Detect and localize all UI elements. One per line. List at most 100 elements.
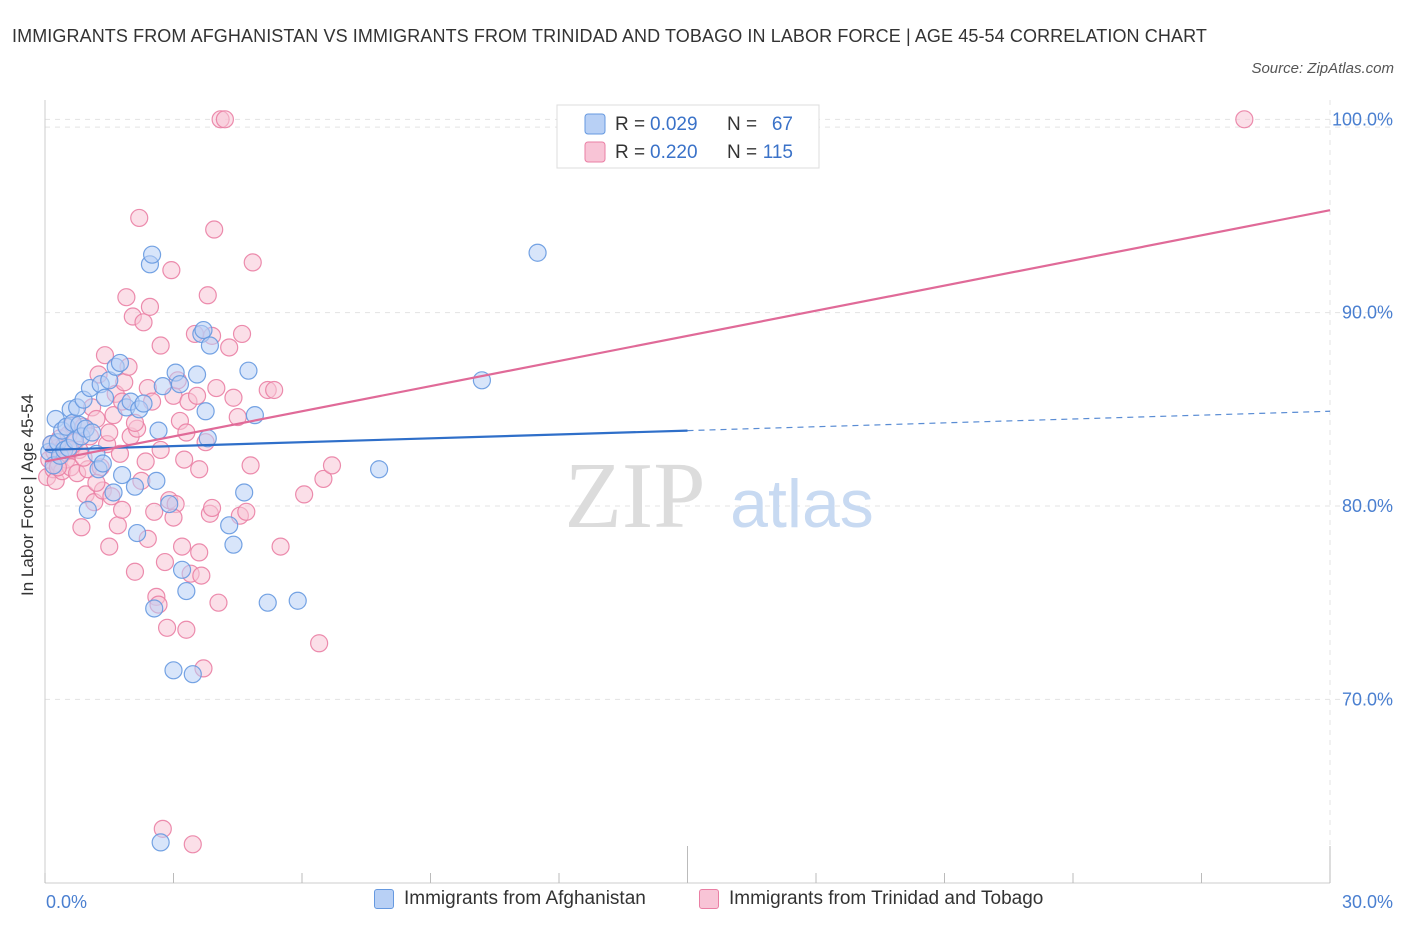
legend-n-value-1: 115 xyxy=(763,142,793,163)
legend-swatch-trinidad-bottom xyxy=(699,889,719,909)
y-tick-label: 70.0% xyxy=(1342,689,1393,709)
trinidad-point xyxy=(198,286,217,305)
afghanistan-point xyxy=(160,494,179,514)
trinidad-point xyxy=(1235,110,1254,129)
afghanistan-point xyxy=(110,353,130,373)
y-tick-label: 90.0% xyxy=(1342,303,1393,323)
trinidad-point xyxy=(115,373,134,392)
watermark: ZIP atlas xyxy=(565,444,874,548)
trinidad-point xyxy=(175,450,194,469)
trinidad-point xyxy=(112,500,132,519)
legend-r-label-0: R = xyxy=(615,114,645,135)
axes xyxy=(44,100,1331,884)
afghanistan-point xyxy=(153,377,172,396)
trinidad-point xyxy=(177,620,196,639)
trinidad-point xyxy=(117,288,136,307)
x-tick-label: 0.0% xyxy=(46,892,87,912)
trinidad-point xyxy=(322,456,342,475)
afghanistan-point xyxy=(78,500,97,519)
afghanistan-trend-line xyxy=(44,429,688,452)
trinidad-point xyxy=(136,452,155,471)
legend-r-value-0: 0.029 xyxy=(650,114,698,135)
afghanistan-point xyxy=(194,320,213,340)
legend-n-label-0: N = xyxy=(727,114,757,135)
trinidad-point xyxy=(209,593,228,612)
trinidad-point xyxy=(72,518,91,537)
y-tick-label: 80.0% xyxy=(1342,496,1393,516)
trinidad-point xyxy=(162,261,181,280)
trinidad-point xyxy=(295,485,314,504)
legend-label-trinidad: Immigrants from Trinidad and Tobago xyxy=(729,888,1044,909)
trinidad-point xyxy=(130,208,149,228)
afghanistan-point xyxy=(147,471,166,490)
x-tick-label: 30.0% xyxy=(1342,892,1393,912)
afghanistan-point xyxy=(104,483,123,502)
trinidad-point xyxy=(220,338,239,357)
trinidad-point xyxy=(192,566,211,585)
afghanistan-point xyxy=(258,593,277,612)
legend-swatch-afghanistan xyxy=(584,113,606,135)
trinidad-point xyxy=(95,346,115,365)
afghanistan-point xyxy=(83,423,102,442)
trend-lines xyxy=(44,209,1331,463)
afghanistan-point xyxy=(134,394,153,413)
trinidad-point xyxy=(110,444,130,463)
afghanistan-point xyxy=(235,483,254,502)
afghanistan-point xyxy=(125,477,145,496)
afghanistan-point xyxy=(164,661,183,680)
afghanistan-trend-extension xyxy=(687,410,1331,432)
trinidad-point xyxy=(183,835,202,854)
chart-source: Source: ZipAtlas.com xyxy=(1251,60,1394,77)
trinidad-trend-line xyxy=(44,209,1331,463)
trinidad-point xyxy=(187,386,207,405)
afghanistan-point xyxy=(149,421,168,440)
trinidad-point xyxy=(140,297,160,316)
trinidad-point xyxy=(190,460,209,479)
legend-r-value-1: 0.220 xyxy=(650,142,698,163)
legend-n-value-0: 67 xyxy=(772,114,793,135)
trinidad-point xyxy=(155,552,175,572)
trinidad-point xyxy=(145,502,164,521)
y-tick-label: 100.0% xyxy=(1332,109,1393,129)
grid-lines xyxy=(45,100,1390,883)
legend-label-afghanistan: Immigrants from Afghanistan xyxy=(404,888,646,909)
legend-item-afghanistan: Immigrants from Afghanistan xyxy=(374,888,646,910)
legend-item-trinidad: Immigrants from Trinidad and Tobago xyxy=(699,888,1043,910)
afghanistan-point xyxy=(224,535,243,554)
legend-r-label-1: R = xyxy=(615,142,645,163)
trinidad-point xyxy=(108,516,127,535)
trinidad-point xyxy=(310,634,329,653)
watermark-atlas: atlas xyxy=(730,466,874,542)
trinidad-point xyxy=(100,537,119,556)
trinidad-point xyxy=(100,423,119,442)
trinidad-point xyxy=(314,469,333,489)
trinidad-point xyxy=(134,313,153,332)
trinidad-point xyxy=(190,543,209,562)
trinidad-point xyxy=(237,502,256,521)
afghanistan-point xyxy=(187,365,207,384)
afghanistan-point xyxy=(288,591,307,610)
legend-n-label-1: N = xyxy=(727,142,757,163)
trinidad-point xyxy=(271,537,290,556)
correlation-legend: R = 0.029 N = 67 R = 0.220 N = 115 xyxy=(556,104,820,169)
afghanistan-point xyxy=(127,523,147,543)
trinidad-point xyxy=(215,110,234,129)
afghanistan-point xyxy=(196,402,215,421)
afghanistan-point xyxy=(151,833,170,852)
afghanistan-point xyxy=(220,516,239,535)
trinidad-point xyxy=(125,562,145,581)
afghanistan-point xyxy=(170,375,190,394)
afghanistan-point xyxy=(528,243,547,262)
trinidad-point xyxy=(243,253,262,272)
afghanistan-point xyxy=(370,460,389,479)
tick-labels: 70.0% 80.0% 90.0% 100.0% 0.0% 30.0% xyxy=(46,109,1393,912)
trinidad-point xyxy=(151,336,170,355)
trinidad-point xyxy=(202,498,222,518)
chart-title: IMMIGRANTS FROM AFGHANISTAN VS IMMIGRANT… xyxy=(12,26,1207,46)
afghanistan-point xyxy=(93,454,112,473)
afghanistan-point xyxy=(145,599,164,618)
series-trinidad-points xyxy=(38,110,1254,854)
afghanistan-point xyxy=(95,388,115,407)
trinidad-point xyxy=(232,324,252,344)
